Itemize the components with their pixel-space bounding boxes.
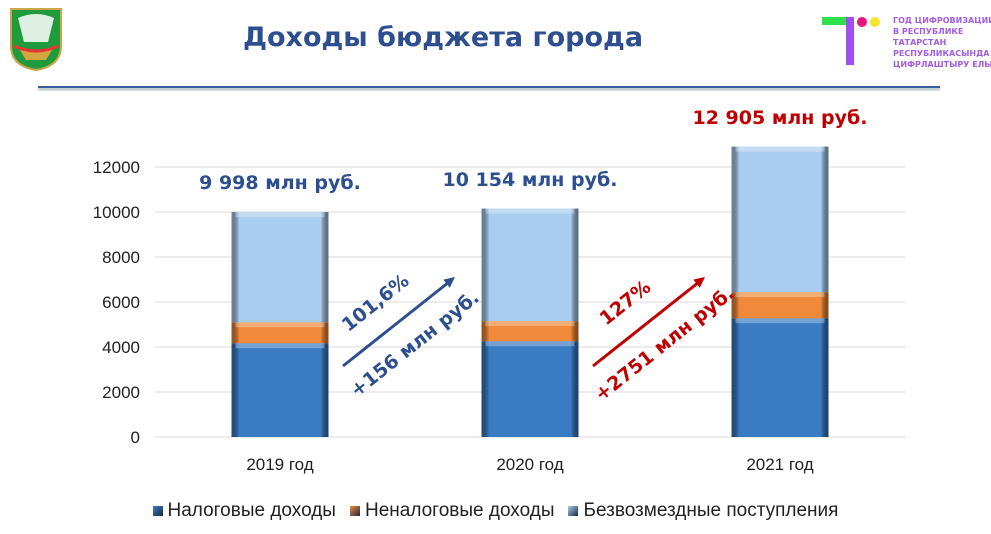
arrow-head-icon (443, 277, 455, 288)
header-divider (38, 86, 940, 88)
legend-label: Неналоговые доходы (364, 500, 555, 521)
bar-bevel (231, 212, 329, 323)
y-tick-label: 4000 (102, 338, 140, 357)
legend-item: Неналоговые доходы (349, 500, 555, 522)
y-tick-label: 6000 (102, 293, 140, 312)
bar-bevel (481, 341, 579, 437)
bar-bevel (481, 321, 579, 342)
bar-highlight (735, 318, 825, 324)
page-title: Доходы бюджета города (242, 22, 644, 53)
brand-line: В РЕСПУБЛИКЕ (893, 27, 964, 36)
x-category-label: 2020 год (496, 455, 563, 474)
brand-text: ГОД ЦИФРОВИЗАЦИИ В РЕСПУБЛИКЕ ТАТАРСТАН … (893, 15, 991, 70)
bar-highlight (485, 321, 575, 327)
y-tick-label: 2000 (102, 383, 140, 402)
legend-label: Безвозмездные поступления (583, 500, 839, 521)
total-label: 10 154 млн руб. (442, 168, 618, 191)
bar-highlight (485, 208, 575, 214)
bar-bevel (731, 318, 829, 437)
growth-arrow (592, 280, 700, 368)
bar-bevel (231, 343, 329, 437)
y-tick-label: 10000 (93, 203, 140, 222)
total-label: 12 905 млн руб. (692, 106, 868, 129)
bar-bevel (481, 208, 579, 322)
legend-label: Налоговые доходы (167, 500, 336, 521)
bar-highlight (235, 212, 325, 218)
growth-arrow (342, 280, 450, 368)
bar-highlight (235, 343, 325, 349)
brand-line: ГОД ЦИФРОВИЗАЦИИ (893, 16, 991, 25)
legend-swatch (568, 506, 579, 516)
bar-highlight (235, 322, 325, 328)
y-tick-label: 0 (131, 428, 140, 447)
x-category-label: 2021 год (746, 455, 813, 474)
y-tick-label: 12000 (93, 158, 140, 177)
brand-line: РЕСПУБЛИКАСЫНДА (893, 49, 990, 58)
bar-highlight (735, 292, 825, 298)
legend-item: Налоговые доходы (152, 500, 336, 522)
bar-highlight (485, 341, 575, 347)
arrow-head-icon (693, 277, 705, 288)
bar-bevel (731, 146, 829, 293)
bar-bevel (231, 322, 329, 344)
brand-line: ЦИФРЛАШТЫРУ ЕЛЫ (893, 60, 991, 69)
legend: Налоговые доходы Неналоговые доходы Безвоз… (0, 500, 991, 522)
y-tick-label: 8000 (102, 248, 140, 267)
brand-line: ТАТАРСТАН (893, 38, 947, 47)
bar-bevel (731, 292, 829, 319)
legend-swatch (349, 506, 360, 516)
bar-highlight (735, 146, 825, 152)
total-label: 9 998 млн руб. (199, 172, 361, 195)
x-category-label: 2019 год (246, 455, 313, 474)
city-coat-of-arms-logo (10, 8, 62, 72)
legend-swatch (152, 506, 163, 516)
legend-item: Безвозмездные поступления (568, 500, 838, 522)
digitalization-year-logo (822, 17, 880, 65)
